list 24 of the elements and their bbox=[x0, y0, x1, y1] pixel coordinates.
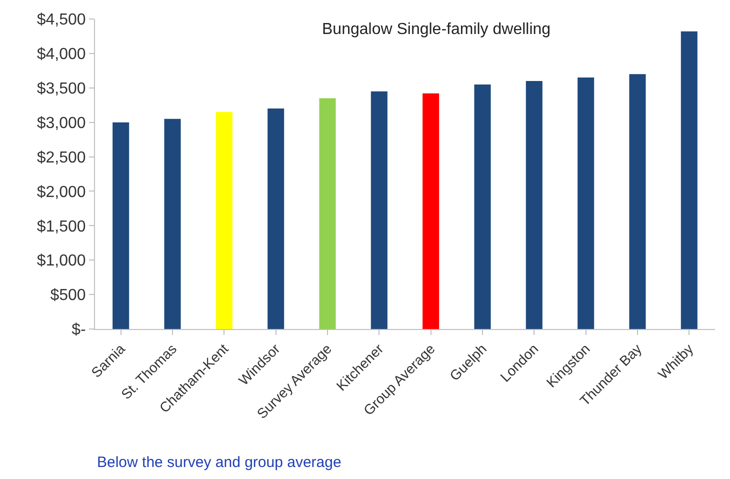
y-tick-label: $1,500 bbox=[36, 218, 86, 236]
bar bbox=[629, 74, 646, 329]
y-tick-label: $4,500 bbox=[36, 12, 86, 29]
bar bbox=[112, 122, 130, 329]
bar bbox=[164, 118, 181, 329]
bar bbox=[370, 91, 388, 329]
y-tick-label: $1,000 bbox=[36, 252, 86, 270]
y-tick-label: $3,000 bbox=[36, 114, 86, 132]
bar bbox=[268, 108, 284, 329]
bar bbox=[680, 31, 698, 329]
y-tick-label: $- bbox=[72, 322, 86, 339]
y-tick-label: $4,000 bbox=[36, 46, 86, 64]
chart-title: Bungalow Single-family dwelling bbox=[322, 21, 551, 38]
y-tick-label: $500 bbox=[50, 287, 86, 304]
y-tick-label: $3,500 bbox=[36, 80, 86, 98]
bar bbox=[526, 81, 542, 329]
text: Below the survey and group average bbox=[97, 454, 342, 471]
y-tick-label: $2,000 bbox=[36, 184, 86, 201]
bar bbox=[319, 98, 336, 329]
bar bbox=[422, 93, 440, 329]
bar bbox=[216, 112, 232, 329]
bar bbox=[474, 84, 491, 329]
bar bbox=[578, 78, 594, 329]
y-tick-label: $2,500 bbox=[36, 149, 86, 166]
